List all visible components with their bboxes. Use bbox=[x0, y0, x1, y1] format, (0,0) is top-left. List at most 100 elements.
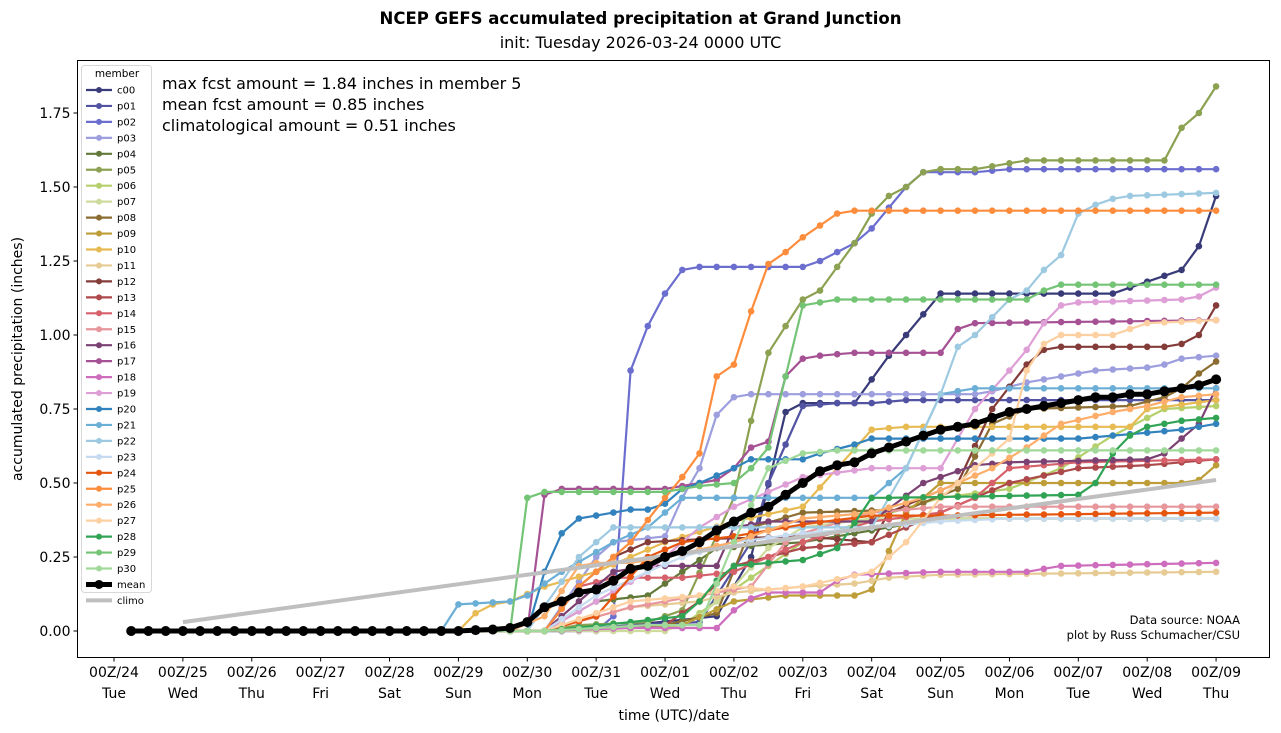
data-point-p02 bbox=[1040, 165, 1048, 173]
data-point-p25 bbox=[558, 605, 565, 613]
data-point-p16 bbox=[937, 473, 944, 481]
data-point-p09 bbox=[1057, 479, 1065, 487]
data-point-mean bbox=[832, 460, 843, 471]
data-point-p27 bbox=[833, 575, 841, 583]
data-point-p28 bbox=[1040, 492, 1048, 499]
credit-source: Data source: NOAA bbox=[1130, 613, 1240, 627]
x-tick-label-time: 00Z/04 bbox=[847, 665, 897, 681]
data-point-p28 bbox=[1212, 414, 1220, 422]
data-point-p20 bbox=[627, 506, 634, 513]
legend-marker bbox=[96, 501, 102, 508]
legend-label: p04 bbox=[117, 149, 136, 160]
data-point-p12 bbox=[1057, 343, 1065, 351]
data-point-p12 bbox=[627, 546, 634, 553]
data-point-p25 bbox=[1023, 207, 1030, 214]
data-point-p18 bbox=[920, 569, 927, 576]
x-tick-label-time: 00Z/02 bbox=[709, 665, 759, 681]
legend-label: p01 bbox=[117, 101, 136, 112]
data-point-p16 bbox=[1109, 456, 1117, 464]
data-point-p23 bbox=[558, 615, 565, 623]
data-point-p05 bbox=[1006, 160, 1013, 167]
x-tick-label-day: Mon bbox=[995, 686, 1025, 702]
x-tick-label-day: Tue bbox=[101, 686, 126, 702]
data-point-p17 bbox=[747, 444, 755, 451]
data-point-mean bbox=[952, 421, 963, 432]
data-point-p17 bbox=[1126, 318, 1134, 325]
data-point-p03 bbox=[1075, 370, 1082, 377]
data-point-p02 bbox=[644, 322, 652, 330]
data-point-p20 bbox=[988, 435, 996, 442]
data-point-p20 bbox=[885, 435, 893, 442]
data-point-p13 bbox=[868, 538, 875, 546]
data-point-c00 bbox=[1195, 242, 1203, 250]
x-axis: 00Z/24 Tue 00Z/25 Wed 00Z/26 Thu 00Z/27 Fri 00Z/… bbox=[89, 657, 1241, 702]
data-point-p22 bbox=[1143, 192, 1151, 199]
series-line-p16 bbox=[131, 387, 1218, 633]
data-point-p29 bbox=[954, 296, 962, 303]
legend-marker bbox=[96, 262, 102, 269]
data-point-p05 bbox=[971, 165, 979, 173]
data-point-mean bbox=[401, 626, 412, 636]
x-tick-label-day: Wed bbox=[650, 686, 681, 702]
x-tick-label-time: 00Z/03 bbox=[778, 665, 828, 681]
data-point-p27 bbox=[696, 592, 703, 599]
data-point-p08 bbox=[1075, 404, 1082, 411]
legend-marker bbox=[96, 326, 102, 333]
data-point-p02 bbox=[1212, 165, 1220, 173]
data-point-p03 bbox=[851, 390, 858, 398]
y-tick-label: 0.50 bbox=[39, 476, 70, 492]
legend-marker bbox=[96, 390, 102, 397]
data-point-mean bbox=[298, 626, 309, 636]
data-point-p26 bbox=[765, 527, 772, 534]
data-point-p02 bbox=[696, 263, 703, 271]
data-point-p28 bbox=[971, 493, 979, 500]
data-point-mean bbox=[608, 575, 619, 586]
data-point-p30 bbox=[713, 580, 720, 587]
legend-item-p09: p09 bbox=[86, 229, 136, 240]
x-axis-label: time (UTC)/date bbox=[618, 708, 729, 724]
data-point-p26 bbox=[833, 512, 841, 519]
data-point-mean bbox=[419, 626, 429, 636]
legend-label: p11 bbox=[117, 261, 136, 272]
data-point-p10 bbox=[1212, 396, 1220, 404]
x-tick-label-time: 00Z/01 bbox=[640, 665, 690, 681]
data-point-p03 bbox=[1057, 373, 1065, 380]
data-point-p15 bbox=[1195, 503, 1203, 511]
data-point-mean bbox=[350, 626, 361, 636]
data-point-p08 bbox=[920, 499, 927, 507]
data-point-p26 bbox=[937, 487, 944, 494]
data-point-p20 bbox=[1075, 435, 1082, 442]
data-point-p05 bbox=[765, 349, 772, 357]
data-point-mean bbox=[367, 626, 378, 636]
data-point-p29 bbox=[627, 488, 634, 496]
data-point-mean bbox=[918, 430, 929, 441]
data-point-p15 bbox=[988, 503, 996, 511]
data-point-p29 bbox=[1092, 281, 1099, 289]
data-point-p03 bbox=[1092, 367, 1099, 374]
data-point-mean bbox=[229, 626, 240, 636]
data-point-p25 bbox=[730, 361, 738, 368]
data-point-p09 bbox=[730, 598, 738, 605]
data-point-p14 bbox=[696, 572, 703, 579]
data-point-p21 bbox=[541, 580, 548, 587]
data-point-p11 bbox=[1075, 570, 1082, 577]
data-point-p27 bbox=[1057, 331, 1065, 339]
data-point-mean bbox=[642, 560, 653, 571]
data-point-p27 bbox=[902, 538, 910, 546]
legend-item-p23: p23 bbox=[86, 452, 136, 463]
data-point-p27 bbox=[747, 584, 755, 592]
data-point-p05 bbox=[1023, 157, 1030, 164]
data-point-p28 bbox=[661, 614, 669, 622]
legend-marker bbox=[96, 374, 102, 381]
data-point-p27 bbox=[1040, 340, 1048, 348]
legend-marker bbox=[96, 246, 102, 253]
legend-item-p10: p10 bbox=[86, 245, 136, 256]
data-point-p03 bbox=[661, 533, 669, 540]
data-point-p10 bbox=[782, 507, 789, 514]
x-tick-label-day: Tue bbox=[583, 686, 608, 702]
data-point-p01 bbox=[816, 401, 824, 408]
data-point-p20 bbox=[1212, 420, 1220, 428]
data-point-p03 bbox=[713, 411, 720, 419]
y-tick-label: 1.75 bbox=[39, 106, 70, 122]
data-point-c00 bbox=[937, 290, 944, 297]
